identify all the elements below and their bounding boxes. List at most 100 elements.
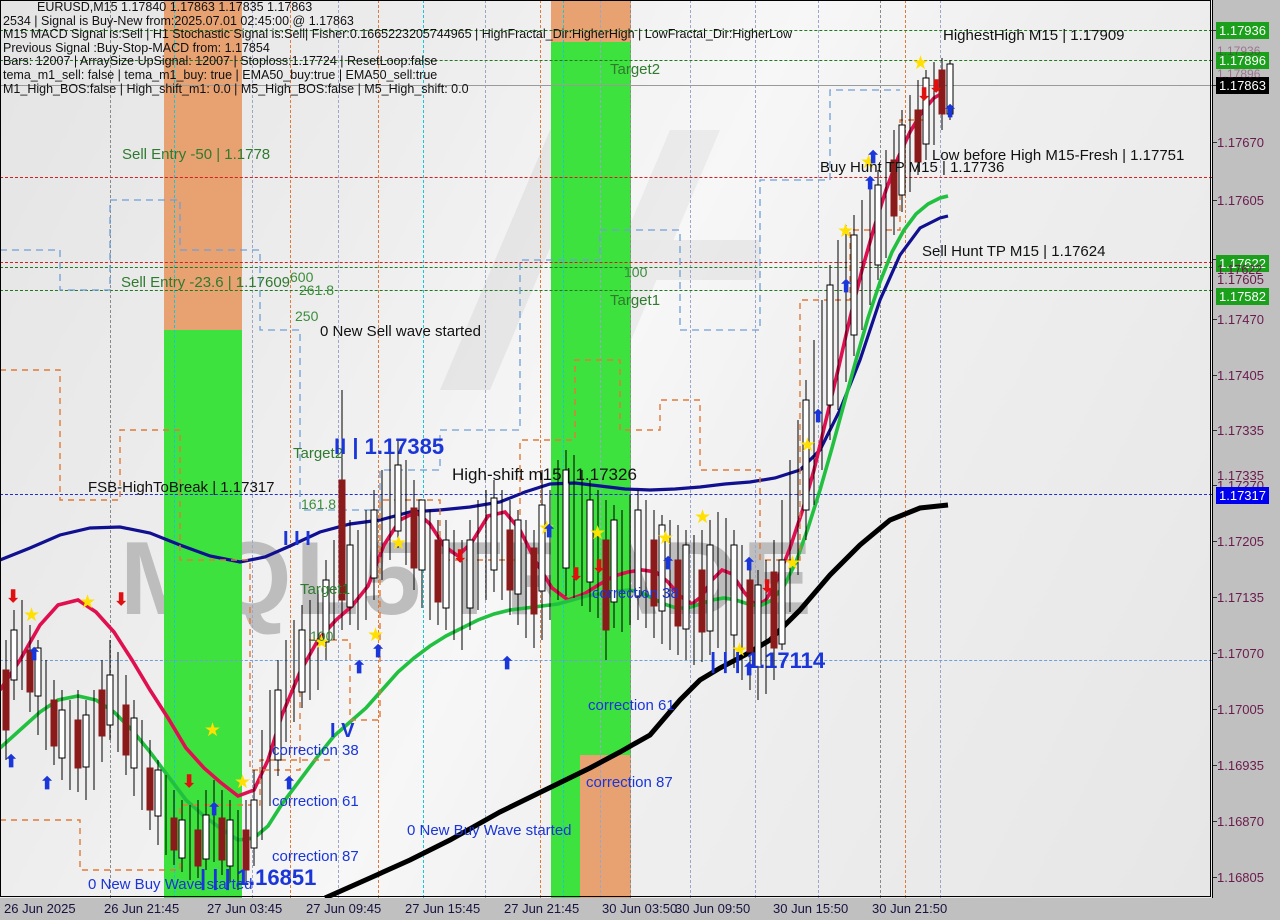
session-band-green-2 — [551, 0, 631, 898]
level-line-1 — [0, 60, 1212, 61]
label-fsb-hightobreak: FSB-HighToBreak | 1.17317 — [88, 479, 275, 496]
label-sell-hunt-tp: Sell Hunt TP M15 | 1.17624 — [922, 243, 1106, 260]
annotation-correction-61-a: correction 61 — [588, 697, 675, 714]
price-tick: 1.17670 — [1213, 135, 1264, 150]
fib-label-600: 600 — [290, 269, 314, 285]
label-buy-hunt-tp: Buy Hunt TP M15 | 1.17736 — [820, 159, 1005, 176]
annotation-correction-38-a: correction 38 — [592, 585, 679, 602]
label-highest-high: HighestHigh M15 | 1.17909 — [943, 27, 1125, 44]
vgrid-line — [563, 0, 564, 898]
price-tick: 1.17070 — [1213, 646, 1264, 661]
wave-label-II: II | 1.17385 — [334, 434, 445, 459]
vgrid-line — [110, 0, 111, 898]
fib-label-100: 100 — [624, 264, 648, 280]
aux-channel — [0, 89, 900, 511]
annotation-new-sell-wave: 0 New Sell wave started — [320, 323, 481, 340]
wave-label-III: | | | 1.17114 — [710, 648, 826, 673]
signal-line-2: M15 MACD Signal is:Sell | H1 Stochastic … — [3, 27, 793, 42]
time-tick: 27 Jun 03:45 — [207, 901, 283, 916]
level-line-target1 — [0, 290, 1212, 291]
label-low-before-high: Low before High M15-Fresh | 1.17751 — [932, 147, 1185, 164]
vgrid-line — [880, 0, 881, 898]
price-tick: 1.17470 — [1213, 312, 1264, 327]
session-band-orange-1 — [164, 0, 242, 330]
vgrid-line — [423, 0, 424, 898]
time-tick: 30 Jun 21:50 — [872, 901, 948, 916]
time-axis[interactable]: 26 Jun 2025 26 Jun 21:45 27 Jun 03:45 27… — [0, 898, 1280, 920]
vgrid-line — [252, 0, 253, 898]
annotation-new-buy-wave-2: 0 New Buy Wave started — [88, 876, 253, 893]
ema200-line — [323, 502, 949, 898]
session-band-orange-2a — [551, 0, 631, 42]
price-tick-1.17335: 1.17335 — [1217, 468, 1264, 483]
time-tick: 26 Jun 2025 — [4, 901, 76, 916]
vgrid-line — [378, 0, 379, 898]
label-sell-entry-50: Sell Entry -50 | 1.1778 — [122, 146, 271, 163]
fib-label-100b: 100 — [310, 628, 334, 644]
level-line-sellentry236 — [0, 267, 1212, 268]
price-badge-bid: 1.17863 — [1216, 77, 1269, 94]
fib-label-1618: 161.8 — [301, 496, 337, 512]
time-tick: 30 Jun 03:50 — [602, 901, 678, 916]
chart-info-header: EURUSD,M15 1.17840 1.17863 1.17835 1.178… — [3, 0, 793, 96]
vgrid-line — [290, 0, 291, 898]
price-tick: 1.16870 — [1213, 814, 1264, 829]
vgrid-line — [540, 0, 541, 898]
price-tick: 1.16935 — [1213, 758, 1264, 773]
price-tick-faint2: 1.17896 — [1217, 67, 1261, 81]
vgrid-line — [940, 0, 941, 898]
label-target2-lower: Target2 — [293, 445, 344, 462]
vgrid-line — [338, 0, 339, 898]
time-tick: 30 Jun 09:50 — [675, 901, 751, 916]
price-tick-1.17605: 1.17605 — [1217, 272, 1264, 287]
vgrid-line — [600, 0, 601, 898]
signal-line-6: M1_High_BOS:false | High_shift_m1: 0.0 |… — [3, 81, 469, 96]
candlestick-series — [2, 58, 954, 890]
time-tick: 26 Jun 21:45 — [104, 901, 180, 916]
annotation-correction-87-b: correction 87 — [272, 848, 359, 865]
level-line-sellhunt — [0, 262, 1212, 263]
annotation-correction-38-b: correction 38 — [272, 742, 359, 759]
vgrid-line — [905, 0, 906, 898]
quote-line: EURUSD,M15 1.17840 1.17863 1.17835 1.178… — [37, 0, 313, 14]
signal-line-4: Bars: 12007 | ArraySize UpSignal: 12007 … — [3, 54, 438, 69]
annotation-correction-87-a: correction 87 — [586, 774, 673, 791]
time-tick: 27 Jun 21:45 — [504, 901, 580, 916]
level-line-fsb — [0, 494, 1212, 495]
annotation-correction-61-b: correction 61 — [272, 793, 359, 810]
level-line-buyhunt — [0, 177, 1212, 178]
price-tick: 1.17405 — [1213, 368, 1264, 383]
price-tick-faint: 1.17936 — [1217, 44, 1261, 58]
wave-label-I3: I I I — [283, 528, 311, 550]
price-tick: 1.16805 — [1213, 870, 1264, 885]
price-series-overlay — [0, 58, 954, 898]
signal-line-3: Previous Signal :Buy-Stop-MACD from: 1.1… — [3, 40, 270, 55]
chart-canvas[interactable]: MQL5 TRADE — [0, 0, 1212, 898]
time-tick: 27 Jun 09:45 — [306, 901, 382, 916]
vgrid-line — [690, 0, 691, 898]
signal-line-1: 2534 | Signal is Buy-New from:2025.07.01… — [3, 13, 354, 28]
level-line-bid — [0, 85, 1212, 86]
label-target2-upper: Target2 — [610, 61, 661, 78]
price-tick-sub: 1.17622 — [1217, 263, 1263, 277]
price-tick: 1.17605 — [1213, 193, 1264, 208]
price-tick: 1.17005 — [1213, 702, 1264, 717]
signal-line-5: tema_m1_sell: false | tema_m1_buy: true … — [3, 67, 438, 82]
fractal-channel — [0, 119, 930, 871]
label-target1-upper: Target1 — [610, 292, 661, 309]
fib-label-250: 250 — [295, 308, 319, 324]
label-high-shift-m15: High-shift m15 | 1.17326 — [452, 465, 637, 484]
vgrid-line — [755, 0, 756, 898]
price-badge-high1: 1.17936 — [1216, 22, 1269, 39]
vgrid-line — [630, 0, 631, 898]
fib-label-2618: 261.8 — [299, 282, 335, 298]
label-sell-entry-236: Sell Entry -23.6 | 1.17609 — [121, 274, 290, 291]
level-line-highesthigh — [0, 30, 1212, 31]
wave-label-III-lower: | | | 1.16851 — [200, 865, 317, 890]
time-tick: 30 Jun 15:50 — [773, 901, 849, 916]
time-tick: 27 Jun 15:45 — [405, 901, 481, 916]
ema-trend-line — [0, 214, 949, 564]
price-badge-high2: 1.17896 — [1216, 52, 1269, 69]
price-axis[interactable]: 1.17805 1.17740 1.17670 1.17605 1.17540 … — [1212, 0, 1280, 898]
